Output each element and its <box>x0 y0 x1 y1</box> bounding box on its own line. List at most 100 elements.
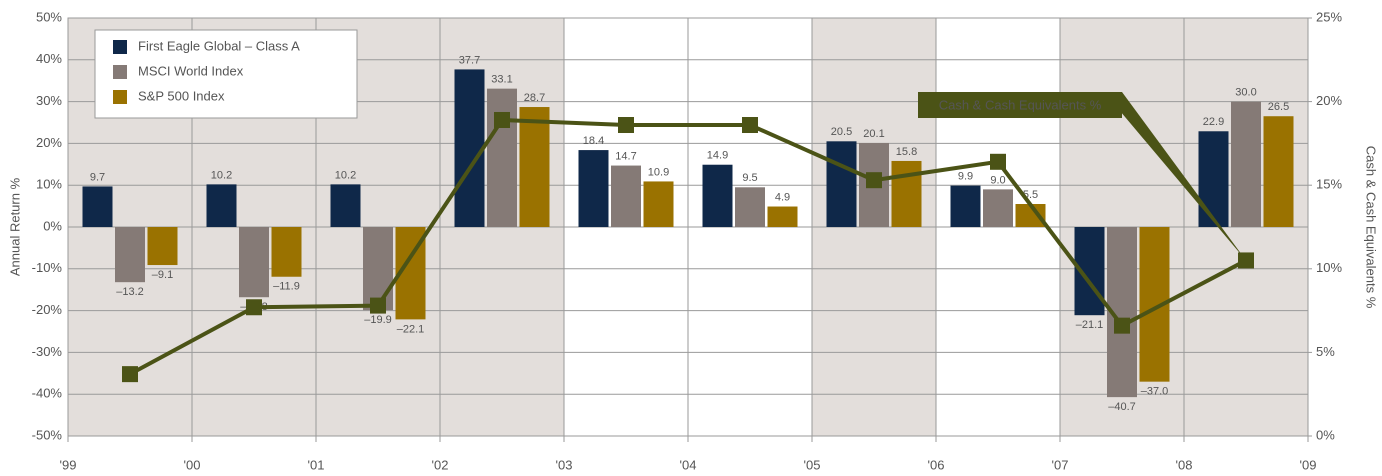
value-label: –37.0 <box>1141 386 1169 398</box>
marker <box>742 117 758 134</box>
bar <box>206 184 237 227</box>
marker <box>246 299 262 316</box>
x-tick-label: '08 <box>1176 457 1193 472</box>
y2-tick-label: 15% <box>1316 177 1342 192</box>
bar <box>891 160 922 227</box>
legend-swatch <box>113 90 127 104</box>
marker <box>618 117 634 134</box>
value-label: 26.5 <box>1268 101 1289 113</box>
legend-swatch <box>113 65 127 79</box>
y-tick-label: -20% <box>32 302 63 317</box>
value-label: –13.2 <box>116 286 144 298</box>
x-tick-label: '04 <box>680 457 697 472</box>
bar <box>643 181 674 227</box>
x-tick-label: '99 <box>60 457 77 472</box>
bar <box>950 185 981 227</box>
y-tick-label: 30% <box>36 93 62 108</box>
x-tick-label: '03 <box>556 457 573 472</box>
marker <box>990 153 1006 170</box>
marker <box>370 297 386 314</box>
annotation-box <box>918 92 1122 118</box>
y-tick-label: 50% <box>36 9 62 24</box>
marker <box>866 172 882 189</box>
value-label: 37.7 <box>459 54 480 66</box>
bar <box>147 227 178 266</box>
value-label: 9.9 <box>958 171 973 183</box>
bar <box>767 206 798 227</box>
bar <box>826 141 857 227</box>
x-tick-label: '00 <box>184 457 201 472</box>
bar <box>983 189 1013 227</box>
value-label: –22.1 <box>397 323 425 335</box>
y-tick-label: 40% <box>36 51 62 66</box>
line <box>129 117 1247 376</box>
bar <box>1015 204 1046 227</box>
value-label: 20.5 <box>831 126 852 138</box>
marker <box>122 366 138 383</box>
y2-tick-label: 0% <box>1316 427 1335 442</box>
legend-label: S&P 500 Index <box>138 88 225 103</box>
x-tick-label: '05 <box>804 457 821 472</box>
y-tick-label: -30% <box>32 344 63 359</box>
marker <box>1238 252 1254 269</box>
y2-axis-title: Cash & Cash Equivalents % <box>1364 146 1379 309</box>
value-label: 14.9 <box>707 150 728 162</box>
value-label: 18.4 <box>583 135 604 147</box>
legend-label: First Eagle Global – Class A <box>138 38 300 53</box>
annotation-text: Cash & Cash Equivalents % <box>939 97 1102 112</box>
bar <box>519 107 550 227</box>
marker <box>494 111 510 128</box>
bar <box>82 186 113 227</box>
bar <box>487 88 517 227</box>
value-label: 30.0 <box>1235 87 1256 99</box>
y-tick-label: 10% <box>36 177 62 192</box>
bar <box>702 164 733 227</box>
y-tick-label: -40% <box>32 386 63 401</box>
bar <box>239 227 269 298</box>
value-label: 20.1 <box>863 128 884 140</box>
y-tick-label: -50% <box>32 427 63 442</box>
y2-tick-label: 25% <box>1316 9 1342 24</box>
value-label: –11.9 <box>273 281 300 293</box>
value-label: 9.5 <box>742 172 757 184</box>
value-label: –40.7 <box>1108 401 1136 413</box>
value-label: 22.9 <box>1203 116 1224 128</box>
y-tick-label: -10% <box>32 260 63 275</box>
value-label: 28.7 <box>524 92 545 104</box>
bar <box>1263 116 1294 227</box>
bar <box>1231 101 1261 227</box>
x-tick-label: '06 <box>928 457 945 472</box>
bar <box>363 227 393 311</box>
bar <box>735 187 765 227</box>
y2-tick-label: 20% <box>1316 93 1342 108</box>
bar <box>115 227 145 283</box>
y-tick-label: 20% <box>36 135 62 150</box>
bar <box>271 227 302 277</box>
value-label: –19.9 <box>364 314 392 326</box>
value-label: 15.8 <box>896 146 917 158</box>
annotation-pointer <box>1104 92 1246 261</box>
x-tick-label: '09 <box>1300 457 1317 472</box>
bar <box>454 69 485 227</box>
bar <box>1198 131 1229 227</box>
value-label: –21.1 <box>1076 319 1104 331</box>
value-label: 33.1 <box>491 74 512 86</box>
bar <box>330 184 361 227</box>
value-label: 4.9 <box>775 191 790 203</box>
y2-tick-label: 5% <box>1316 344 1335 359</box>
value-label: 14.7 <box>615 150 636 162</box>
y-tick-label: 0% <box>43 218 62 233</box>
x-tick-label: '01 <box>308 457 325 472</box>
bar <box>578 150 609 227</box>
y2-tick-label: 10% <box>1316 260 1342 275</box>
legend-swatch <box>113 40 127 54</box>
bar <box>611 165 641 227</box>
legend-box <box>94 29 358 119</box>
legend-label: MSCI World Index <box>138 63 244 78</box>
value-label: 9.0 <box>990 174 1005 186</box>
y-axis-title: Annual Return % <box>7 177 22 276</box>
x-tick-label: '07 <box>1052 457 1069 472</box>
value-label: 10.2 <box>211 169 232 181</box>
value-label: 10.9 <box>648 166 669 178</box>
